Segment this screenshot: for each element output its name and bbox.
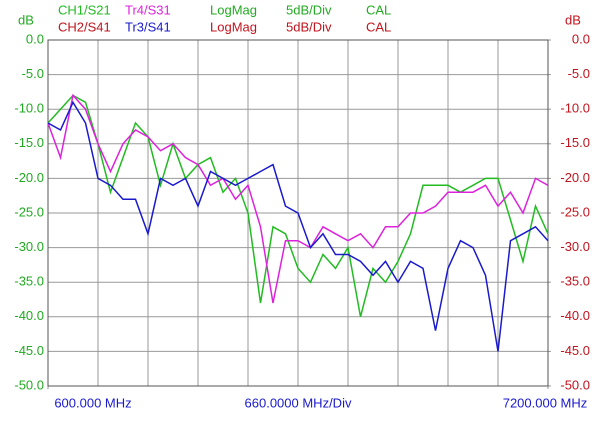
y2-tick-label: -35.0 — [560, 274, 590, 289]
y2-tick-label: -50.0 — [560, 377, 590, 392]
legend-entry: CH1/S21 — [58, 2, 111, 17]
y2-tick-label: -30.0 — [560, 239, 590, 254]
y2-tick-label: -5.0 — [568, 66, 590, 81]
plot-frame — [47, 39, 549, 387]
y-tick-label: 0.0 — [26, 31, 44, 46]
y-tick-label: -5.0 — [22, 66, 44, 81]
y-tick-label: -50.0 — [14, 377, 44, 392]
y-tick-label: -10.0 — [14, 101, 44, 116]
trace — [47, 100, 549, 352]
y-tick-label: -25.0 — [14, 204, 44, 219]
y2-tick-label: -45.0 — [560, 343, 590, 358]
y-tick-label: -20.0 — [14, 170, 44, 185]
y-axis-label: dB — [18, 12, 34, 27]
header-item: 5dB/Div — [286, 19, 332, 34]
y-tick-label: -15.0 — [14, 135, 44, 150]
header-item: LogMag — [210, 2, 257, 17]
y2-tick-label: -40.0 — [560, 308, 590, 323]
x-tick-label: 600.000 MHz — [54, 395, 131, 410]
header-item: CAL — [366, 2, 391, 17]
x-scale-label: 660.0000 MHz/Div — [245, 395, 352, 410]
y2-tick-label: -25.0 — [560, 204, 590, 219]
y-tick-label: -45.0 — [14, 343, 44, 358]
x-tick-label: 7200.000 MHz — [503, 395, 588, 410]
legend-entry: Tr3/S41 — [125, 19, 171, 34]
y-tick-label: -40.0 — [14, 308, 44, 323]
legend-entry: Tr4/S31 — [125, 2, 171, 17]
header-item: CAL — [366, 19, 391, 34]
channel-label: CH2/S41 — [58, 19, 111, 34]
y2-tick-label: -15.0 — [560, 135, 590, 150]
header-item: LogMag — [210, 19, 257, 34]
y2-tick-label: -10.0 — [560, 101, 590, 116]
y2-tick-label: -20.0 — [560, 170, 590, 185]
y2-tick-label: 0.0 — [572, 31, 590, 46]
y2-axis-label: dB — [565, 12, 581, 27]
y-tick-label: -35.0 — [14, 274, 44, 289]
y-tick-label: -30.0 — [14, 239, 44, 254]
trace — [47, 93, 549, 304]
header-item: 5dB/Div — [286, 2, 332, 17]
